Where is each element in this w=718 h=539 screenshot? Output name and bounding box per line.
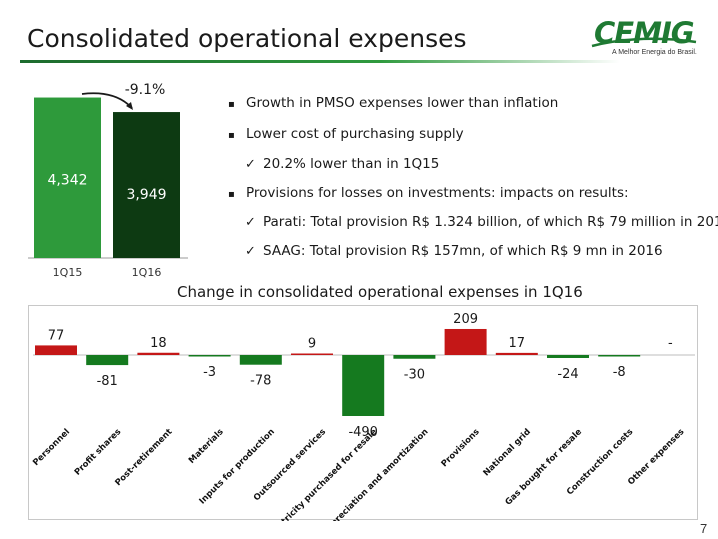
- change-value-label: -24: [557, 367, 578, 382]
- change-bar: [239, 355, 282, 365]
- logo-swoosh-icon: [591, 37, 697, 48]
- title-underline: [20, 60, 620, 63]
- change-bar: [393, 355, 436, 359]
- quarterly-comparison-chart: -9.1% 4,342 1Q15 3,949 1Q16: [28, 82, 188, 279]
- logo-tagline: A Melhor Energia do Brasil.: [612, 49, 697, 56]
- change-bar: [291, 353, 333, 355]
- waterfall-chart-frame: 77 Personnel -81 Profit shares 18 Post-retire…: [28, 305, 698, 539]
- square-bullet-icon: ▪: [228, 189, 235, 200]
- checkmark-icon: ✓: [245, 157, 256, 172]
- bullet-item: ▪ Provisions for losses on investments: i…: [228, 185, 629, 201]
- change-annotation: -9.1%: [125, 82, 166, 98]
- bullet-item: ✓ SAAG: Total provision R$ 157mn, of whic…: [245, 243, 663, 259]
- cemig-logo: CEMIG A Melhor Energia do Brasil.: [590, 16, 700, 64]
- change-value-label: 209: [453, 312, 478, 327]
- waterfall-chart-title: Change in consolidated operational expen…: [177, 283, 583, 301]
- change-bar: [495, 352, 538, 355]
- change-bar: [188, 355, 231, 357]
- category-label: Provisions: [440, 427, 482, 469]
- checkmark-icon: ✓: [245, 215, 256, 230]
- bullet-item: ▪ Lower cost of purchasing supply: [228, 126, 464, 142]
- bar-1Q16: [113, 112, 180, 258]
- page-number: 7: [700, 521, 708, 536]
- category-label: 1Q15: [53, 266, 83, 279]
- bar-value-label: 4,342: [47, 173, 87, 189]
- trend-arrowhead-icon: [126, 102, 133, 110]
- bullet-text: Provisions for losses on investments: im…: [246, 185, 629, 201]
- category-label: National grid: [482, 427, 533, 478]
- change-value-label: -: [668, 336, 673, 351]
- change-bar: [547, 355, 589, 358]
- category-label: Post-retirement: [113, 427, 174, 488]
- change-value-label: -81: [97, 374, 118, 389]
- category-label: Materials: [187, 427, 226, 466]
- bullet-text: SAAG: Total provision R$ 157mn, of which…: [263, 243, 663, 259]
- bullet-text: 20.2% lower than in 1Q15: [263, 156, 440, 172]
- change-value-label: -490: [348, 425, 378, 440]
- bullet-text: Parati: Total provision R$ 1.324 billion…: [263, 214, 718, 230]
- bar-1Q15: [34, 97, 101, 258]
- change-bar: [444, 328, 487, 355]
- change-bar: [342, 355, 385, 416]
- change-value-label: 9: [308, 337, 316, 352]
- waterfall-chart: 77 Personnel -81 Profit shares 18 Post-retire…: [31, 312, 695, 539]
- square-bullet-icon: ▪: [228, 99, 235, 110]
- category-label: Other expenses: [626, 427, 686, 487]
- category-label: Personnel: [31, 427, 72, 468]
- bullet-text: Lower cost of purchasing supply: [246, 126, 464, 142]
- category-label: 1Q16: [132, 266, 162, 279]
- change-value-label: -8: [613, 365, 626, 380]
- change-value-label: 17: [509, 336, 526, 351]
- change-bar: [35, 345, 77, 355]
- category-label: Profit shares: [73, 427, 124, 478]
- bullet-item: ▪ Growth in PMSO expenses lower than infl…: [228, 95, 558, 111]
- change-value-label: -3: [203, 365, 216, 380]
- bullet-text: Growth in PMSO expenses lower than infla…: [246, 95, 559, 111]
- square-bullet-icon: ▪: [228, 130, 235, 141]
- change-bar: [598, 355, 641, 357]
- page-title: Consolidated operational expenses: [27, 24, 467, 53]
- change-value-label: -30: [404, 368, 425, 383]
- change-value-label: 77: [48, 328, 65, 343]
- change-value-label: -78: [250, 374, 271, 389]
- bar-value-label: 3,949: [126, 187, 166, 203]
- change-bar: [137, 352, 180, 355]
- bullet-item: ✓ Parati: Total provision R$ 1.324 billio…: [245, 214, 718, 230]
- bullet-item: ✓ 20.2% lower than in 1Q15: [245, 156, 439, 172]
- change-value-label: 18: [150, 336, 167, 351]
- logo-wordmark: CEMIG: [594, 16, 695, 50]
- checkmark-icon: ✓: [245, 244, 256, 259]
- change-bar: [86, 355, 129, 366]
